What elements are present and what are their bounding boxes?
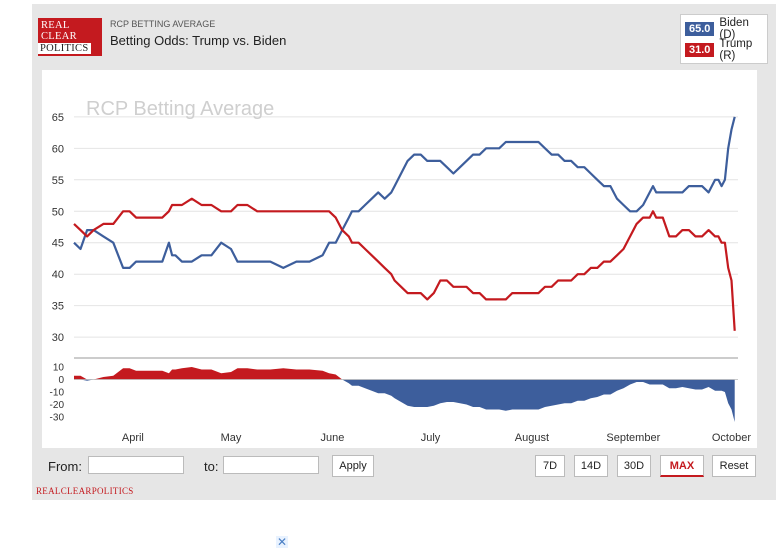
- spread-area-trump: [74, 367, 735, 380]
- logo-line-3: POLITICS: [38, 43, 91, 54]
- legend-name-biden: Biden (D): [719, 17, 749, 41]
- chart-kicker: RCP BETTING AVERAGE: [110, 19, 216, 29]
- logo-line-1: REAL: [41, 20, 70, 31]
- legend-value-trump: 31.0: [685, 43, 715, 57]
- spread-tick-label-neg10: -10: [50, 388, 65, 399]
- apply-button[interactable]: Apply: [332, 455, 374, 477]
- x-tick-label-may: May: [221, 432, 242, 444]
- rcp-logo: REAL CLEAR POLITICS: [38, 18, 102, 56]
- chart-widget: REAL CLEAR POLITICS RCP BETTING AVERAGE …: [32, 4, 776, 500]
- x-tick-label-august: August: [515, 432, 549, 444]
- y-tick-label-55: 55: [52, 175, 64, 187]
- y-tick-label-40: 40: [52, 269, 64, 281]
- reset-button[interactable]: Reset: [712, 455, 756, 477]
- x-tick-label-july: July: [421, 432, 441, 444]
- spread-tick-label-10: 10: [53, 363, 65, 374]
- logo-line-2: CLEAR: [41, 31, 77, 42]
- range-max-button[interactable]: MAX: [660, 455, 704, 477]
- footer-brand: REALCLEARPOLITICS: [36, 486, 134, 496]
- legend-item-biden: 65.0 Biden (D): [685, 17, 767, 41]
- y-tick-label-65: 65: [52, 112, 64, 124]
- spread-tick-label-neg30: -30: [50, 413, 65, 424]
- y-tick-label-50: 50: [52, 206, 64, 218]
- main-panel: [74, 92, 738, 356]
- x-tick-label-october: October: [712, 432, 751, 444]
- y-tick-label-60: 60: [52, 143, 64, 155]
- legend-item-trump: 31.0 Trump (R): [685, 38, 767, 62]
- range-30d-button[interactable]: 30D: [617, 455, 651, 477]
- range-controls: From: to: Apply 7D 14D 30D MAX Reset: [32, 452, 776, 482]
- legend-value-biden: 65.0: [685, 22, 715, 36]
- legend-name-trump: Trump (R): [719, 38, 753, 62]
- from-label: From:: [48, 459, 82, 474]
- to-label: to:: [204, 459, 219, 474]
- x-tick-label-june: June: [320, 432, 344, 444]
- x-tick-label-april: April: [122, 432, 144, 444]
- plot-area: 30 35 40 45 50 55 60 65 RCP Betting Average 10 0 -1…: [42, 70, 757, 448]
- x-tick-label-september: September: [606, 432, 660, 444]
- chart-watermark: RCP Betting Average: [86, 98, 274, 120]
- betting-odds-chart[interactable]: 30 35 40 45 50 55 60 65 RCP Betting Average 100 -1…: [42, 70, 757, 448]
- ad-close-icon[interactable]: ✕: [276, 535, 288, 549]
- spread-tick-label-0: 0: [58, 375, 64, 386]
- y-tick-label-30: 30: [52, 332, 64, 344]
- series-line-biden: [73, 116, 736, 269]
- to-date-input[interactable]: [223, 456, 319, 474]
- chart-title: Betting Odds: Trump vs. Biden: [110, 33, 287, 48]
- y-tick-label-45: 45: [52, 238, 64, 250]
- range-7d-button[interactable]: 7D: [535, 455, 565, 477]
- y-tick-label-35: 35: [52, 301, 64, 313]
- series-line-trump: [73, 197, 736, 331]
- from-date-input[interactable]: [88, 456, 184, 474]
- chart-header: REAL CLEAR POLITICS RCP BETTING AVERAGE …: [32, 4, 776, 70]
- range-14d-button[interactable]: 14D: [574, 455, 608, 477]
- chart-legend: 65.0 Biden (D) 31.0 Trump (R): [680, 14, 768, 64]
- spread-area-biden: [74, 379, 735, 422]
- spread-tick-label-neg20: -20: [50, 400, 65, 411]
